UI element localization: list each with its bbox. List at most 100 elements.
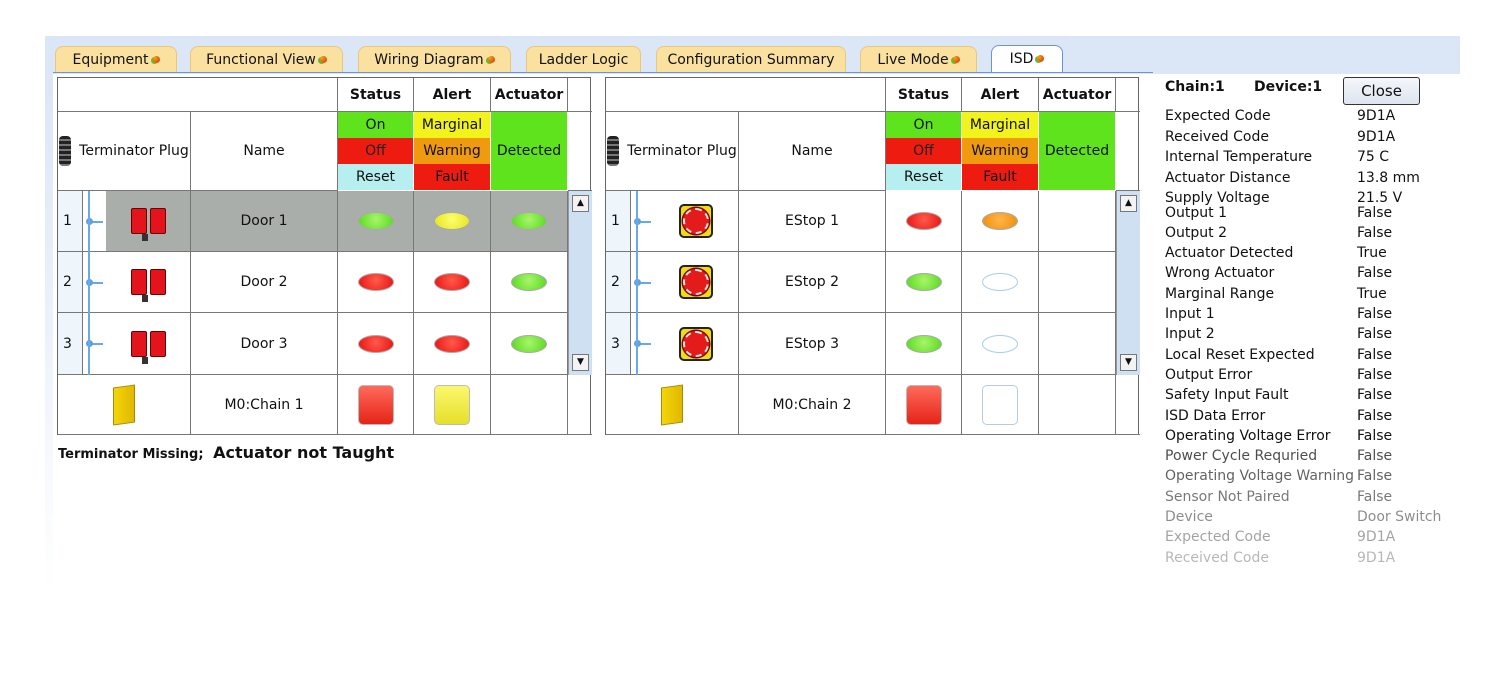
detail-row: Operating Voltage Warning False bbox=[1165, 468, 1392, 488]
actuator-indicator bbox=[511, 212, 547, 230]
module-spacer bbox=[568, 375, 592, 435]
safety-module-icon bbox=[113, 383, 135, 426]
tab-configuration-summary[interactable]: Configuration Summary bbox=[656, 46, 846, 72]
module-alert-cell bbox=[962, 375, 1039, 435]
row-number-label: 1 bbox=[63, 213, 72, 229]
module-icon-cell[interactable] bbox=[58, 375, 191, 435]
detail-value: False bbox=[1357, 448, 1393, 465]
actuator-indicator bbox=[511, 334, 547, 353]
device-icon-cell[interactable] bbox=[654, 191, 739, 252]
vertical-scrollbar[interactable]: ▲ ▼ bbox=[568, 191, 592, 375]
tab-equipment[interactable]: Equipment bbox=[55, 46, 177, 72]
status-cell bbox=[886, 191, 962, 252]
chain-table-2: Status Alert Actuator Terminator Plug Name On… bbox=[605, 77, 1140, 435]
status-indicator bbox=[905, 334, 942, 353]
chain-connector bbox=[631, 313, 654, 375]
detail-label: Device bbox=[1165, 509, 1213, 525]
scroll-down-button[interactable]: ▼ bbox=[1120, 354, 1137, 371]
detail-row: Supply Voltage 21.5 V bbox=[1165, 190, 1402, 210]
row-number-label: 1 bbox=[611, 213, 620, 229]
legend-warning: Warning bbox=[962, 138, 1038, 164]
vertical-scrollbar[interactable]: ▲ ▼ bbox=[1116, 191, 1140, 375]
module-name-cell[interactable]: M0:Chain 2 bbox=[739, 375, 886, 435]
status-cell bbox=[886, 313, 962, 375]
status-dot-icon bbox=[487, 56, 495, 63]
chain-connector bbox=[631, 252, 654, 313]
actuator-cell bbox=[1039, 191, 1116, 252]
door-switch-icon bbox=[130, 269, 166, 302]
detail-value: False bbox=[1357, 306, 1393, 322]
module-icon-cell[interactable] bbox=[606, 375, 739, 435]
alert-cell bbox=[414, 313, 491, 375]
detail-value: 75 C bbox=[1357, 149, 1390, 165]
device-name-cell[interactable]: EStop 3 bbox=[739, 313, 886, 375]
module-actuator-cell bbox=[1039, 375, 1116, 435]
alert-cell bbox=[962, 252, 1039, 313]
scroll-up-button[interactable]: ▲ bbox=[572, 195, 589, 212]
detail-value: False bbox=[1357, 204, 1393, 221]
device-name-cell[interactable]: EStop 1 bbox=[739, 191, 886, 252]
device-name-cell[interactable]: Door 3 bbox=[191, 313, 338, 375]
close-button[interactable]: Close bbox=[1343, 77, 1420, 105]
status-messages: Terminator Missing; Actuator not Taught bbox=[58, 443, 394, 462]
module-status-cell bbox=[338, 375, 414, 435]
detail-label: Wrong Actuator bbox=[1165, 265, 1275, 282]
detail-label: Received Code bbox=[1165, 549, 1269, 566]
detail-row: ISD Data Error False bbox=[1165, 408, 1392, 428]
header-blank bbox=[58, 78, 338, 112]
name-header: Name bbox=[739, 112, 886, 191]
detail-row: Input 2 False bbox=[1165, 326, 1392, 346]
actuator-indicator bbox=[511, 273, 547, 291]
row-number: 2 bbox=[606, 252, 631, 313]
alert-header-label: Alert bbox=[980, 86, 1020, 103]
terminator-plug-label: Terminator Plug bbox=[79, 143, 189, 159]
module-spacer bbox=[1116, 375, 1140, 435]
row-number-label: 2 bbox=[63, 274, 72, 290]
detail-row: Device Door Switch bbox=[1165, 509, 1441, 529]
chain-link bbox=[86, 279, 103, 286]
detail-row: Received Code 9D1A bbox=[1165, 549, 1395, 570]
legend-reset: Reset bbox=[886, 164, 961, 190]
tab-ladder-logic[interactable]: Ladder Logic bbox=[526, 46, 641, 72]
detail-value: 13.8 mm bbox=[1357, 169, 1420, 186]
tab-wiring-diagram[interactable]: Wiring Diagram bbox=[358, 46, 511, 72]
detail-label: Local Reset Expected bbox=[1165, 346, 1315, 363]
module-name: M0:Chain 2 bbox=[772, 396, 852, 413]
tab-live-mode[interactable]: Live Mode bbox=[860, 46, 977, 72]
alert-indicator bbox=[434, 334, 470, 353]
terminator-plug-label: Terminator Plug bbox=[627, 143, 737, 159]
legend-fault: Fault bbox=[414, 164, 490, 190]
tab-functional-view[interactable]: Functional View bbox=[190, 46, 343, 72]
detail-value: False bbox=[1357, 265, 1393, 282]
detail-value: 9D1A bbox=[1357, 128, 1396, 145]
device-icon-cell[interactable] bbox=[106, 252, 191, 313]
row-number: 3 bbox=[606, 313, 631, 375]
device-icon-cell[interactable] bbox=[106, 313, 191, 375]
device-name-cell[interactable]: EStop 2 bbox=[739, 252, 886, 313]
module-actuator-cell bbox=[491, 375, 568, 435]
detail-label: Internal Temperature bbox=[1165, 149, 1313, 165]
scroll-down-button[interactable]: ▼ bbox=[572, 354, 589, 371]
status-header: Status bbox=[886, 78, 962, 112]
device-name-cell[interactable]: Door 2 bbox=[191, 252, 338, 313]
device-name-cell[interactable]: Door 1 bbox=[191, 191, 338, 252]
detail-label: Supply Voltage bbox=[1165, 190, 1270, 206]
module-name-cell[interactable]: M0:Chain 1 bbox=[191, 375, 338, 435]
alert-cell bbox=[962, 313, 1039, 375]
tab-label: Configuration Summary bbox=[667, 52, 835, 68]
legend-off: Off bbox=[338, 138, 413, 164]
detail-row: Received Code 9D1A bbox=[1165, 129, 1395, 149]
scroll-up-button[interactable]: ▲ bbox=[1120, 195, 1137, 212]
detail-label: Actuator Distance bbox=[1165, 169, 1291, 186]
device-icon-cell[interactable] bbox=[106, 191, 191, 252]
detail-value: True bbox=[1357, 285, 1387, 302]
tab-label: Functional View bbox=[206, 52, 316, 68]
status-indicator bbox=[357, 273, 394, 291]
name-header-label: Name bbox=[791, 143, 833, 159]
device-icon-cell[interactable] bbox=[654, 252, 739, 313]
actuator-cell bbox=[491, 191, 568, 252]
device-icon-cell[interactable] bbox=[654, 313, 739, 375]
tab-isd[interactable]: ISD bbox=[991, 45, 1063, 73]
detail-value: False bbox=[1357, 224, 1393, 241]
detail-row: Expected Code 9D1A bbox=[1165, 108, 1395, 128]
